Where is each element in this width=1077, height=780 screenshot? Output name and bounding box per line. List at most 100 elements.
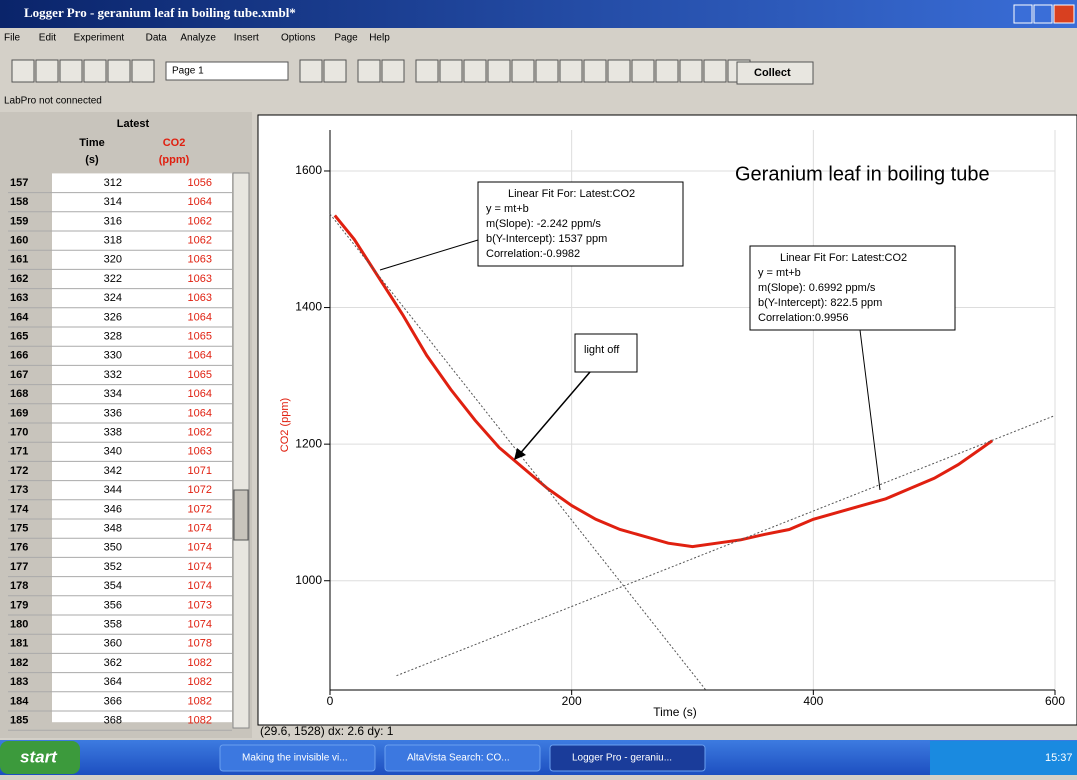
menu-item[interactable]: Edit bbox=[39, 33, 56, 44]
fit-text: y = mt+b bbox=[758, 267, 801, 279]
row-index: 181 bbox=[10, 638, 28, 650]
co2-cell: 1074 bbox=[188, 523, 212, 535]
toolbar-button[interactable] bbox=[84, 60, 106, 82]
toolbar-button[interactable] bbox=[536, 60, 558, 82]
toolbar-button[interactable] bbox=[300, 60, 322, 82]
time-cell: 332 bbox=[104, 369, 122, 381]
maximize-button[interactable] bbox=[1034, 5, 1052, 23]
toolbar-button[interactable] bbox=[324, 60, 346, 82]
time-cell: 348 bbox=[104, 523, 122, 535]
time-cell: 368 bbox=[104, 715, 122, 727]
table-group: Latest bbox=[117, 118, 150, 130]
toolbar-button[interactable] bbox=[12, 60, 34, 82]
time-cell: 312 bbox=[104, 177, 122, 189]
menu-item[interactable]: Page bbox=[334, 33, 358, 44]
row-index: 173 bbox=[10, 484, 28, 496]
toolbar-button[interactable] bbox=[560, 60, 582, 82]
fit-text: m(Slope): 0.6992 ppm/s bbox=[758, 282, 876, 294]
co2-cell: 1062 bbox=[188, 427, 212, 439]
co2-cell: 1073 bbox=[188, 599, 212, 611]
minimize-button[interactable] bbox=[1014, 5, 1032, 23]
clock: 15:37 bbox=[1045, 752, 1073, 764]
menu-item[interactable]: Analyze bbox=[180, 33, 216, 44]
toolbar-button[interactable] bbox=[608, 60, 630, 82]
toolbar-button[interactable] bbox=[416, 60, 438, 82]
toolbar-button[interactable] bbox=[512, 60, 534, 82]
menu-item[interactable]: File bbox=[4, 33, 21, 44]
toolbar-button[interactable] bbox=[488, 60, 510, 82]
collect-label: Collect bbox=[754, 67, 791, 79]
co2-cell: 1062 bbox=[188, 235, 212, 247]
scroll-thumb[interactable] bbox=[234, 490, 248, 540]
menu-item[interactable]: Options bbox=[281, 33, 315, 44]
close-button[interactable] bbox=[1054, 5, 1074, 23]
y-tick-label: 1600 bbox=[295, 163, 322, 177]
co2-cell: 1064 bbox=[188, 196, 212, 208]
window-title: Logger Pro - geranium leaf in boiling tu… bbox=[24, 5, 296, 20]
row-index: 165 bbox=[10, 331, 28, 343]
row-index: 178 bbox=[10, 580, 28, 592]
toolbar-button[interactable] bbox=[358, 60, 380, 82]
time-cell: 316 bbox=[104, 215, 122, 227]
co2-cell: 1082 bbox=[188, 715, 212, 727]
co2-cell: 1062 bbox=[188, 215, 212, 227]
toolbar-button[interactable] bbox=[584, 60, 606, 82]
y-tick-label: 1400 bbox=[295, 300, 322, 314]
toolbar-button[interactable] bbox=[464, 60, 486, 82]
menu-item[interactable]: Insert bbox=[234, 33, 259, 44]
toolbar-button[interactable] bbox=[440, 60, 462, 82]
fit-text: y = mt+b bbox=[486, 203, 529, 215]
time-cell: 320 bbox=[104, 254, 122, 266]
column-header: CO2 bbox=[163, 137, 186, 149]
task-label: AltaVista Search: CO... bbox=[407, 753, 510, 764]
toolbar-button[interactable] bbox=[680, 60, 702, 82]
time-cell: 336 bbox=[104, 407, 122, 419]
co2-cell: 1063 bbox=[188, 273, 212, 285]
time-cell: 342 bbox=[104, 465, 122, 477]
x-tick-label: 200 bbox=[562, 694, 582, 708]
row-index: 166 bbox=[10, 350, 28, 362]
row-index: 163 bbox=[10, 292, 28, 304]
menu-item[interactable]: Experiment bbox=[74, 33, 125, 44]
toolbar-button[interactable] bbox=[108, 60, 130, 82]
chart-title: Geranium leaf in boiling tube bbox=[735, 163, 990, 185]
time-cell: 356 bbox=[104, 599, 122, 611]
fit-text: Correlation:-0.9982 bbox=[486, 248, 580, 260]
time-cell: 328 bbox=[104, 331, 122, 343]
y-axis-label: CO2 (ppm) bbox=[279, 398, 291, 452]
toolbar-button[interactable] bbox=[36, 60, 58, 82]
toolbar-button[interactable] bbox=[656, 60, 678, 82]
menu-item[interactable]: Data bbox=[146, 33, 168, 44]
row-index: 162 bbox=[10, 273, 28, 285]
row-index: 168 bbox=[10, 388, 28, 400]
coords-status: (29.6, 1528) dx: 2.6 dy: 1 bbox=[260, 724, 394, 738]
co2-cell: 1082 bbox=[188, 676, 212, 688]
time-cell: 330 bbox=[104, 350, 122, 362]
row-index: 171 bbox=[10, 446, 28, 458]
row-index: 179 bbox=[10, 599, 28, 611]
y-tick-label: 1000 bbox=[295, 573, 322, 587]
row-index: 174 bbox=[10, 503, 29, 515]
fit-text: Linear Fit For: Latest:CO2 bbox=[508, 188, 635, 200]
co2-cell: 1071 bbox=[188, 465, 212, 477]
co2-cell: 1064 bbox=[188, 311, 212, 323]
row-index: 161 bbox=[10, 254, 28, 266]
column-header: Time bbox=[79, 137, 104, 149]
page-select-label: Page 1 bbox=[172, 66, 204, 77]
time-cell: 354 bbox=[104, 580, 122, 592]
menu-item[interactable]: Help bbox=[369, 33, 390, 44]
scrollbar[interactable] bbox=[233, 173, 249, 728]
toolbar-button[interactable] bbox=[632, 60, 654, 82]
time-cell: 322 bbox=[104, 273, 122, 285]
start-label: start bbox=[20, 747, 58, 766]
fit-text: b(Y-Intercept): 1537 ppm bbox=[486, 233, 607, 245]
co2-cell: 1064 bbox=[188, 407, 212, 419]
task-label: Making the invisible vi... bbox=[242, 753, 348, 764]
toolbar-button[interactable] bbox=[382, 60, 404, 82]
toolbar-button[interactable] bbox=[132, 60, 154, 82]
fit-text: m(Slope): -2.242 ppm/s bbox=[486, 218, 601, 230]
toolbar-button[interactable] bbox=[60, 60, 82, 82]
row-index: 164 bbox=[10, 311, 29, 323]
time-cell: 366 bbox=[104, 695, 122, 707]
toolbar-button[interactable] bbox=[704, 60, 726, 82]
